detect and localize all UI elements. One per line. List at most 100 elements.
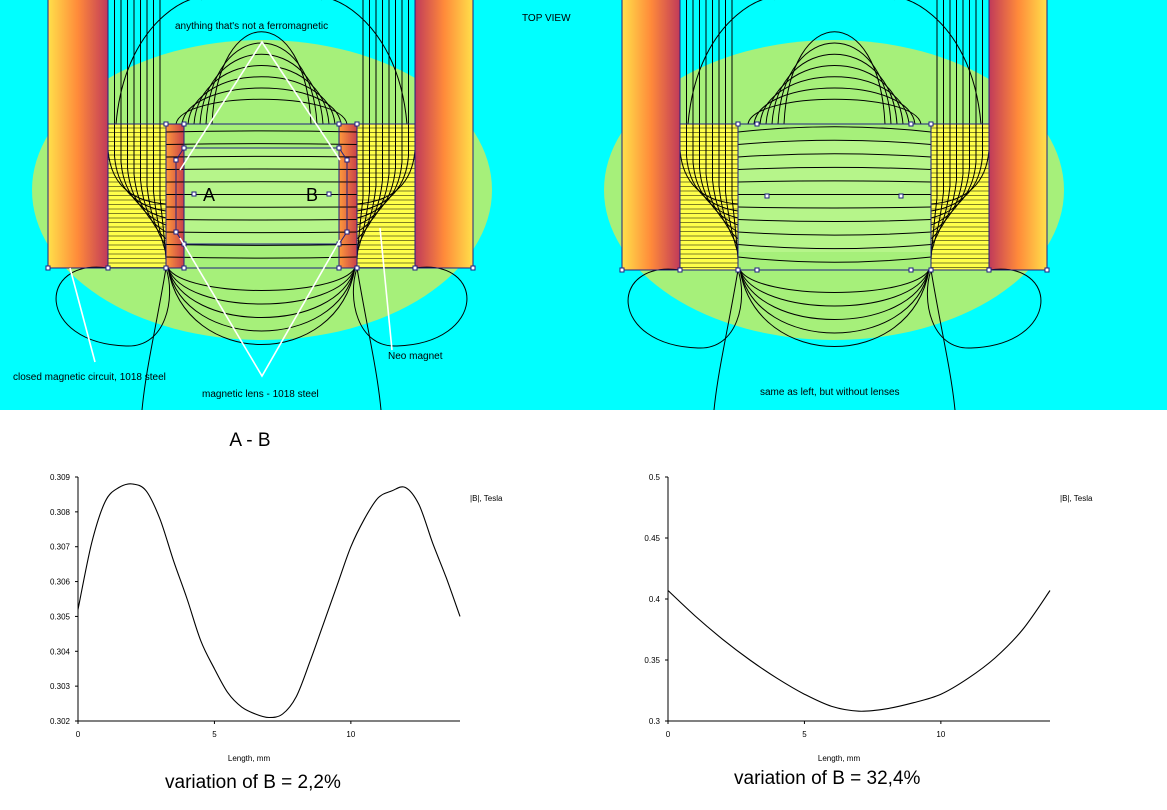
field-line [737, 139, 932, 145]
field-line [627, 268, 743, 349]
node-markers-right [619, 121, 1050, 273]
field-line [930, 269, 956, 410]
field-line [127, 0, 167, 226]
field-line [930, 0, 964, 233]
field-line [167, 267, 356, 318]
field-line [713, 269, 739, 410]
field-line [141, 267, 167, 410]
field-line [930, 0, 944, 254]
x-axis-label: Length, mm [228, 754, 271, 763]
plots-heading: A - B [229, 430, 271, 451]
field-line [737, 153, 932, 158]
field-line [739, 269, 930, 293]
x-tick-label: 10 [346, 730, 355, 739]
label-closed-circuit: closed magnetic circuit, 1018 steel [13, 372, 166, 383]
legend-label: |B|, Tesla [1060, 494, 1093, 503]
field-line [167, 267, 356, 332]
field-line [356, 0, 383, 240]
y-tick-label: 0.306 [50, 578, 71, 587]
field-line [352, 266, 468, 347]
field-line [167, 267, 356, 345]
label-magnetic-lens: magnetic lens - 1018 steel [202, 389, 319, 400]
x-tick-label: 5 [802, 730, 807, 739]
annotation-pointers-left [69, 40, 393, 378]
field-line [167, 267, 356, 305]
field-line [739, 269, 930, 320]
plot-with-lenses: 0.302 0.303 0.304 0.305 0.306 0.307 0.308 0.309… [50, 473, 503, 763]
field-line [737, 244, 932, 250]
y-tick-label: 0.5 [649, 473, 661, 482]
field-line [737, 231, 932, 236]
field-line [140, 0, 167, 240]
field-line [165, 143, 358, 145]
y-tick-label: 0.307 [50, 543, 71, 552]
field-line [765, 65, 904, 125]
field-line [115, 0, 202, 125]
field-line [199, 53, 324, 125]
gap-region-left [184, 148, 339, 244]
field-line [167, 267, 356, 291]
y-tick-label: 0.309 [50, 473, 71, 482]
field-line [747, 98, 922, 125]
label-point-b: B [306, 185, 318, 205]
right-panel-without-lenses: TOP VIEW same as left, but without lense… [522, 0, 1064, 410]
field-line [193, 65, 330, 125]
top-view-simulation: anything that's not a ferromagnetic A B … [0, 0, 1167, 410]
field-line [739, 269, 930, 307]
field-line [687, 0, 775, 125]
y-tick-label: 0.304 [50, 647, 71, 656]
legend-label: |B|, Tesla [470, 494, 503, 503]
node-markers-left [45, 121, 476, 271]
variation-without-lenses: variation of B = 32,4% [734, 768, 921, 789]
label-not-ferromagnetic: anything that's not a ferromagnetic [175, 21, 328, 32]
x-axis-label: Length, mm [818, 754, 861, 763]
field-line [165, 256, 358, 259]
field-line [737, 206, 932, 209]
y-tick-label: 0.305 [50, 612, 71, 621]
field-line [777, 42, 892, 125]
y-tick-label: 0.308 [50, 508, 71, 517]
variation-with-lenses: variation of B = 2,2% [165, 772, 341, 793]
steel-yoke-right-outer-2 [989, 0, 1047, 270]
field-line [737, 219, 932, 223]
field-lines-right [627, 0, 1042, 410]
series-line [77, 483, 461, 719]
field-line [211, 31, 312, 125]
field-line [175, 98, 348, 125]
label-same-as-left: same as left, but without lenses [760, 387, 900, 398]
field-line [783, 31, 886, 125]
field-line [737, 126, 932, 133]
field-line [699, 0, 739, 226]
field-line [356, 0, 370, 254]
field-line [926, 268, 1042, 349]
x-tick-label: 0 [666, 730, 671, 739]
left-panel-with-lenses: anything that's not a ferromagnetic A B … [13, 0, 492, 410]
neo-magnet-left [108, 124, 166, 268]
field-line [737, 256, 932, 263]
neo-magnet-right [357, 124, 415, 268]
field-line [187, 76, 336, 125]
y-tick-label: 0.3 [649, 717, 661, 726]
field-line [705, 0, 739, 233]
x-tick-label: 10 [936, 730, 945, 739]
field-line [894, 0, 982, 125]
field-line [321, 0, 408, 125]
field-line [165, 244, 358, 246]
field-line [55, 266, 171, 347]
steel-yoke-left-outer [48, 0, 108, 268]
field-lines-left [55, 0, 468, 410]
field-line [356, 0, 390, 233]
field-line [153, 0, 167, 254]
y-tick-label: 0.4 [649, 595, 661, 604]
magnetic-lens-right [339, 124, 357, 268]
series-line [667, 590, 1051, 712]
label-top-view: TOP VIEW [522, 13, 571, 24]
y-tick-label: 0.35 [644, 656, 660, 665]
field-line [753, 87, 916, 125]
field-line [712, 0, 739, 240]
label-point-a: A [203, 185, 215, 205]
field-line [759, 76, 910, 125]
geometry-outline-right [621, 0, 1048, 271]
x-tick-label: 0 [76, 730, 81, 739]
field-line [181, 87, 342, 125]
